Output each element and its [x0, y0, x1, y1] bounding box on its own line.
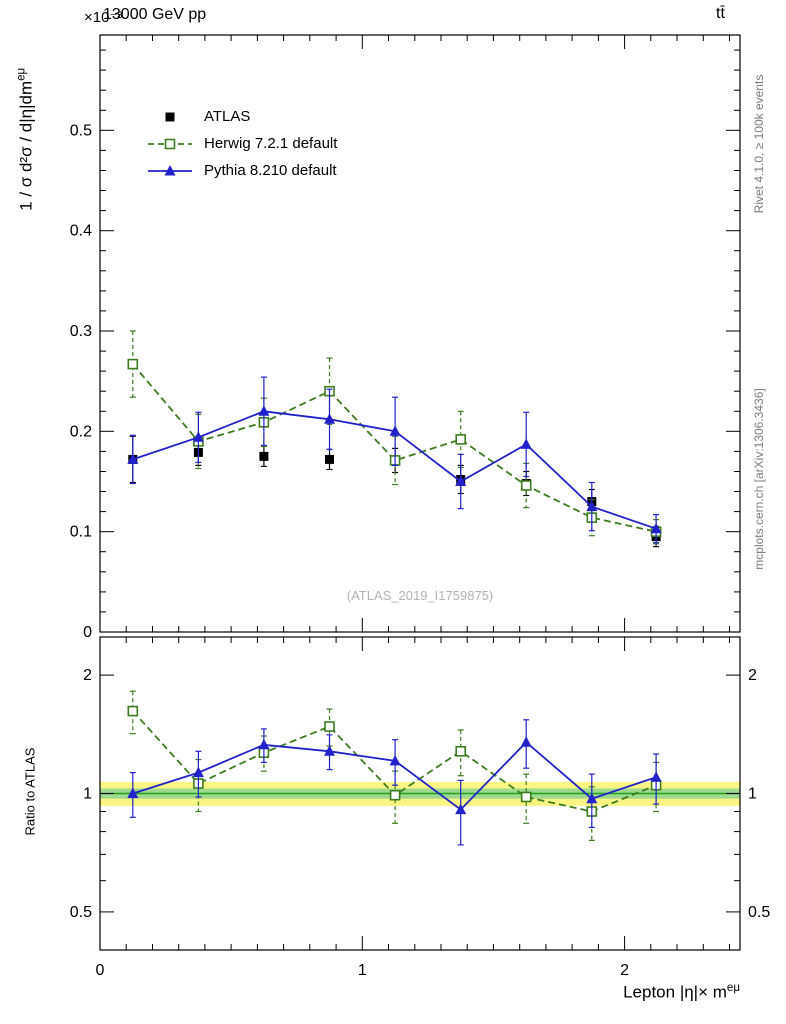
- x-axis-label-text: Lepton |η|× m: [623, 982, 727, 1002]
- y-tick-label-main: 0.2: [70, 423, 92, 440]
- analysis-id-watermark: (ATLAS_2019_I1759875): [346, 588, 494, 603]
- x-tick-label: 2: [620, 962, 629, 979]
- y-tick-label-main: 0.4: [70, 223, 92, 240]
- y-tick-label-ratio-right: 1: [748, 786, 757, 803]
- marker-triangle-icon: [650, 771, 662, 782]
- legend-sample-atlas: [165, 112, 175, 121]
- marker-triangle-icon: [650, 522, 662, 534]
- marker-triangle-icon: [586, 500, 598, 512]
- marker-triangle-icon: [192, 766, 204, 778]
- marker-square-open-icon: [455, 745, 467, 757]
- legend-item-pythia: Pythia 8.210 default: [146, 157, 337, 184]
- marker-triangle-icon: [127, 453, 139, 464]
- marker-triangle-icon: [324, 413, 335, 424]
- marker-triangle-icon: [455, 803, 467, 815]
- y-axis-label-main: 1 / σ d²σ / d|η|dmeμ: [16, 0, 37, 289]
- marker-square-open-icon: [324, 721, 335, 732]
- y-tick-label-ratio: 2: [83, 667, 92, 684]
- tick-labels: 0 0.1 0.2 0.3 0.4 0.5 0.5 0.5 1 1 2 2 0 1 2: [70, 122, 771, 979]
- marker-square-open-icon: [127, 358, 139, 370]
- series-herwig: [127, 330, 662, 545]
- x-tick-label: 0: [96, 962, 105, 979]
- x-tick-label: 1: [358, 962, 367, 979]
- legend-label-herwig: Herwig 7.2.1 default: [204, 135, 338, 152]
- marker-triangle-icon: [389, 754, 401, 766]
- legend-sample-herwig: [148, 138, 192, 149]
- marker-triangle-icon: [389, 425, 401, 436]
- mcplots-arxiv-note: mcplots.cern.ch [arXiv:1306.3436]: [752, 388, 766, 570]
- line-herwig: [132, 363, 657, 533]
- process-label: tt̄: [716, 5, 725, 22]
- y-tick-label-main: 0: [83, 624, 92, 641]
- marker-square-open-icon: [520, 791, 532, 803]
- marker-triangle-icon: [192, 431, 204, 442]
- ratio-series-pythia: [127, 719, 662, 846]
- y-tick-label-main: 0.5: [70, 122, 92, 139]
- marker-triangle-icon: [258, 738, 270, 750]
- marker-square-filled-icon: [165, 112, 175, 121]
- marker-square-open-icon: [164, 138, 176, 149]
- legend: ATLAS Herwig 7.2.1 default Pythia 8.210 de…: [146, 103, 337, 184]
- legend-label-pythia: Pythia 8.210 default: [204, 162, 337, 179]
- marker-triangle-icon: [258, 405, 270, 416]
- beam-energy-label: 13000 GeV pp: [103, 6, 207, 23]
- legend-item-herwig: Herwig 7.2.1 default: [146, 130, 337, 157]
- y-tick-label-main: 0.1: [70, 524, 92, 541]
- legend-label-atlas: ATLAS: [204, 108, 251, 125]
- marker-square-open-icon: [389, 789, 401, 801]
- y-tick-label-ratio-right: 0.5: [748, 904, 770, 921]
- marker-triangle-icon: [164, 164, 176, 175]
- marker-square-filled-icon: [325, 454, 334, 464]
- y-tick-label-ratio: 1: [83, 786, 92, 803]
- series-pythia: [127, 376, 662, 544]
- y-axis-label-ratio: Ratio to ATLAS: [22, 747, 38, 836]
- marker-triangle-icon: [586, 792, 598, 804]
- legend-sample-pythia: [148, 164, 192, 175]
- y-axis-label-main-text: 1 / σ d²σ / d|η|dm: [16, 80, 36, 211]
- marker-square-open-icon: [520, 480, 532, 491]
- y-tick-label-ratio-right: 2: [748, 667, 757, 684]
- series-atlas: [128, 435, 661, 548]
- marker-triangle-icon: [324, 745, 335, 756]
- marker-triangle-icon: [455, 475, 467, 486]
- y-tick-label-main: 0.3: [70, 323, 92, 340]
- x-axis-label: Lepton |η|× meμ: [623, 982, 740, 1003]
- marker-triangle-icon: [520, 736, 532, 747]
- axis-scale-label: ×10⁻³: [84, 9, 123, 26]
- marker-triangle-icon: [520, 438, 532, 449]
- x-axis-label-sup: eμ: [726, 982, 740, 994]
- ratio-series-herwig: [127, 690, 662, 842]
- y-axis-label-main-sup: eμ: [15, 67, 28, 81]
- marker-square-open-icon: [127, 705, 139, 717]
- marker-square-filled-icon: [259, 451, 269, 461]
- marker-square-open-icon: [455, 434, 467, 445]
- marker-triangle-icon: [127, 787, 139, 798]
- panel-frames: [99, 34, 741, 951]
- legend-item-atlas: ATLAS: [146, 103, 337, 130]
- rivet-version-note: Rivet 4.1.0, ≥ 100k events: [752, 74, 766, 214]
- y-tick-label-ratio: 0.5: [70, 904, 92, 921]
